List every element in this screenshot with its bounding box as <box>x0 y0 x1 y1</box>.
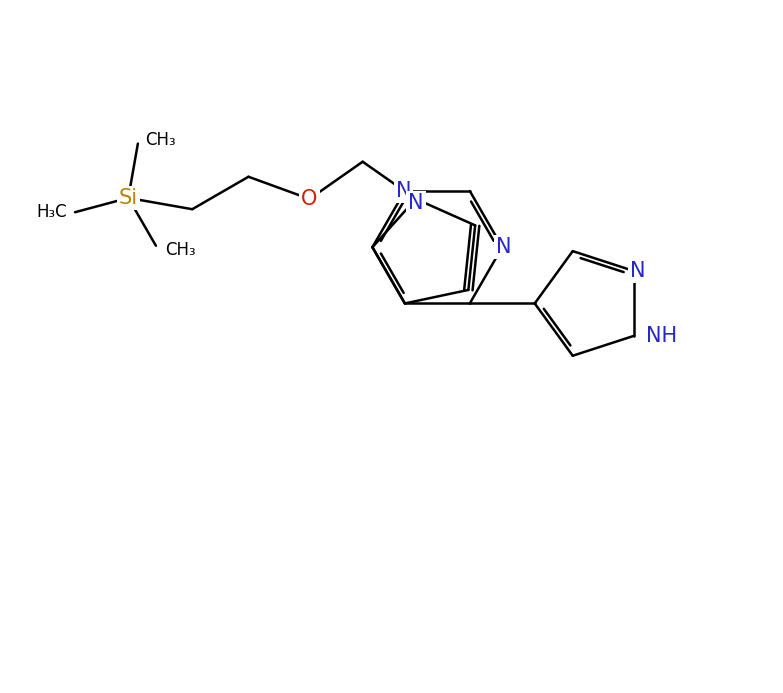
Text: N: N <box>496 237 511 257</box>
Text: CH₃: CH₃ <box>146 131 176 149</box>
Text: N: N <box>395 181 411 201</box>
Text: NH: NH <box>646 326 677 346</box>
Text: O: O <box>301 189 318 209</box>
Text: N: N <box>408 193 424 213</box>
Text: Si: Si <box>119 188 138 208</box>
Text: CH₃: CH₃ <box>165 240 196 258</box>
Text: N: N <box>630 261 646 281</box>
Text: H₃C: H₃C <box>37 203 67 221</box>
